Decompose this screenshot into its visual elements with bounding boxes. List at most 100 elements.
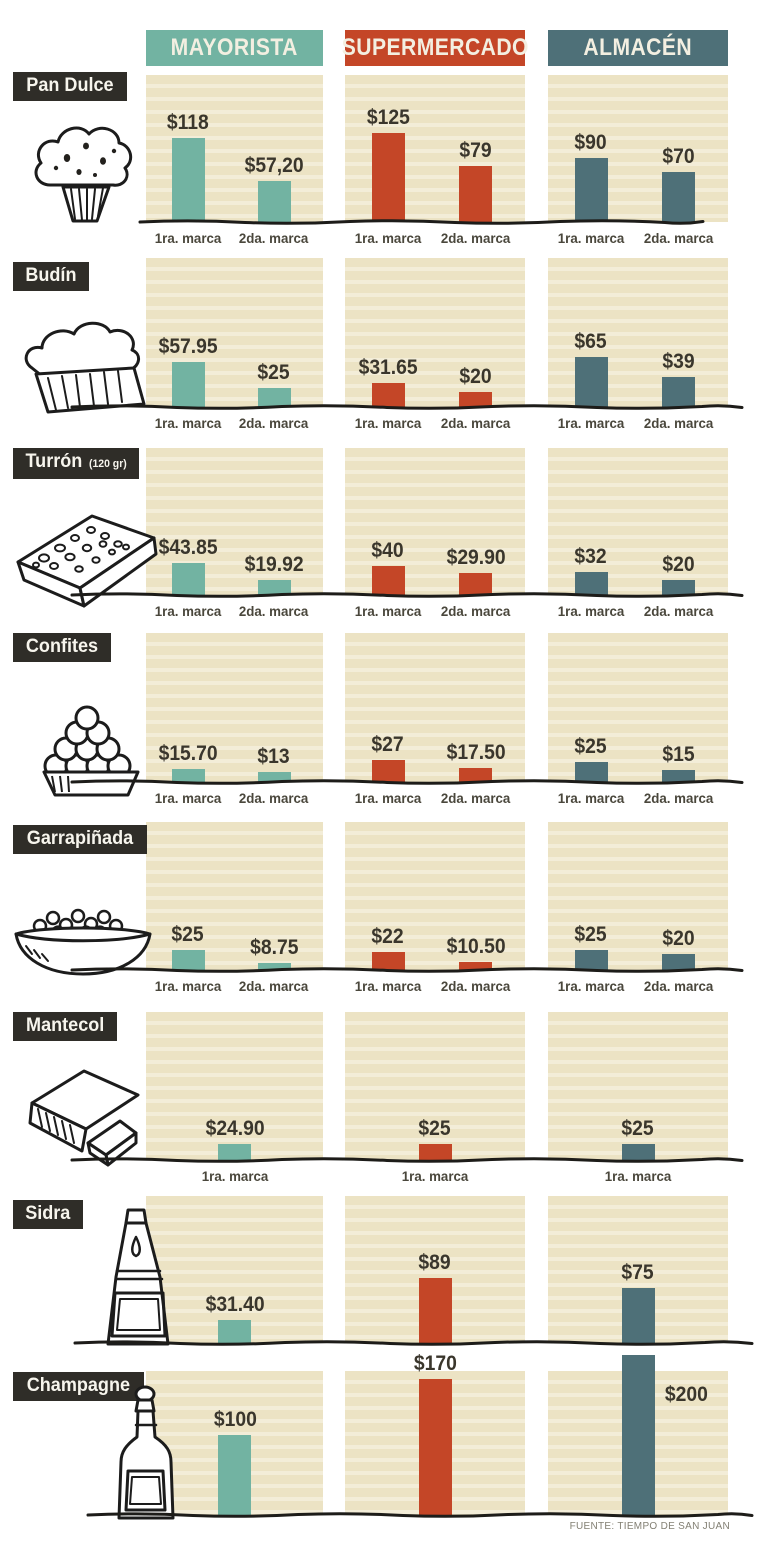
price-label-text: $65 xyxy=(574,330,608,353)
brand-label-text: 2da. marca xyxy=(441,790,511,806)
price-bar xyxy=(622,1288,655,1343)
price-label-text: $15.70 xyxy=(158,742,218,765)
brand-label-text: 1ra. marca xyxy=(557,603,625,619)
price-bar xyxy=(372,760,405,782)
price-label-text: $70 xyxy=(662,145,696,168)
brand-label: 1ra. marca xyxy=(531,415,651,431)
brand-label-text: 2da. marca xyxy=(644,230,714,246)
price-label-text: $125 xyxy=(366,106,410,129)
price-bar xyxy=(459,573,492,595)
product-badge-note: (120 gr) xyxy=(88,458,127,470)
price-label: $57,20 xyxy=(212,154,336,178)
price-label: $27 xyxy=(326,733,450,757)
price-label: $89 xyxy=(373,1251,497,1275)
brand-label: 2da. marca xyxy=(214,603,334,619)
price-panel xyxy=(345,1012,525,1160)
price-bar xyxy=(258,580,291,595)
product-badge-label: Pan Dulce xyxy=(26,75,114,96)
brand-label: 2da. marca xyxy=(214,978,334,994)
product-badge-sidra: Sidra xyxy=(13,1200,83,1229)
price-label-text: $118 xyxy=(167,111,209,134)
price-label: $24.90 xyxy=(173,1117,297,1141)
price-label-text: $8.75 xyxy=(249,936,299,959)
price-bar xyxy=(575,762,608,782)
price-label-text: $43.85 xyxy=(158,536,218,559)
brand-label-text: 1ra. marca xyxy=(354,603,422,619)
brand-label-text: 2da. marca xyxy=(239,230,309,246)
price-label-text: $57.95 xyxy=(158,335,218,358)
price-bar xyxy=(372,566,405,595)
price-label: $25 xyxy=(126,923,250,947)
price-bar xyxy=(372,383,405,407)
price-label: $39 xyxy=(617,350,741,374)
price-label: $31.40 xyxy=(173,1293,297,1317)
brand-label-text: 2da. marca xyxy=(644,603,714,619)
price-label: $25 xyxy=(373,1117,497,1141)
brand-label-text: 2da. marca xyxy=(239,978,309,994)
price-bar xyxy=(575,357,608,407)
brand-label: 1ra. marca xyxy=(531,603,651,619)
price-bar xyxy=(575,572,608,595)
price-label: $43.85 xyxy=(126,536,250,560)
brand-label: 2da. marca xyxy=(416,603,536,619)
price-bar xyxy=(662,580,695,595)
price-bar xyxy=(662,172,695,222)
column-header-almacen: ALMACÉN xyxy=(548,30,728,66)
brand-label-text: 2da. marca xyxy=(441,603,511,619)
brand-label-text: 2da. marca xyxy=(441,978,511,994)
price-label: $15.70 xyxy=(126,742,250,766)
price-label-text: $29.90 xyxy=(446,546,506,569)
brand-label: 2da. marca xyxy=(619,790,739,806)
price-label-text: $57,20 xyxy=(244,154,304,177)
brand-label: 2da. marca xyxy=(619,230,739,246)
brand-label: 1ra. marca xyxy=(328,978,448,994)
brand-label-text: 2da. marca xyxy=(644,790,714,806)
brand-label: 1ra. marca xyxy=(531,790,651,806)
brand-label: 1ra. marca xyxy=(375,1168,495,1184)
price-bar xyxy=(172,563,205,595)
budin-illustration xyxy=(12,302,152,427)
brand-label: 1ra. marca xyxy=(128,790,248,806)
price-bar xyxy=(172,362,205,407)
brand-label: 1ra. marca xyxy=(128,415,248,431)
price-label-text: $24.90 xyxy=(205,1117,265,1140)
brand-label-text: 1ra. marca xyxy=(154,603,222,619)
price-label: $13 xyxy=(212,745,336,769)
price-label: $20 xyxy=(617,927,741,951)
column-header-mayorista: MAYORISTA xyxy=(146,30,323,66)
price-label-text: $100 xyxy=(213,1408,257,1431)
price-panel xyxy=(146,1196,323,1343)
price-label: $57.95 xyxy=(126,335,250,359)
price-label-text: $170 xyxy=(413,1352,457,1375)
price-label: $118 xyxy=(126,111,250,135)
brand-label: 2da. marca xyxy=(214,230,334,246)
brand-label-text: 1ra. marca xyxy=(401,1168,469,1184)
mantecol-illustration xyxy=(18,1057,153,1175)
price-panel xyxy=(548,448,728,595)
price-label-text: $25 xyxy=(257,361,291,384)
price-bar xyxy=(575,158,608,222)
brand-label-text: 1ra. marca xyxy=(154,230,222,246)
product-badge-turron: Turrón (120 gr) xyxy=(13,448,139,479)
price-label-text: $22 xyxy=(371,925,405,948)
price-bar xyxy=(218,1435,251,1515)
price-bar xyxy=(372,133,405,222)
price-bar xyxy=(419,1144,452,1160)
price-label: $20 xyxy=(617,553,741,577)
confites-illustration xyxy=(32,692,150,797)
price-label-text: $13 xyxy=(257,745,291,768)
price-panel xyxy=(345,258,525,407)
price-bar xyxy=(218,1144,251,1160)
price-label: $32 xyxy=(529,545,653,569)
brand-label: 2da. marca xyxy=(416,790,536,806)
brand-label-text: 2da. marca xyxy=(239,415,309,431)
price-label-text: $25 xyxy=(574,923,608,946)
price-label: $22 xyxy=(326,925,450,949)
brand-label: 1ra. marca xyxy=(128,230,248,246)
price-label: $8.75 xyxy=(212,936,336,960)
price-bar xyxy=(172,138,205,222)
price-bar xyxy=(662,770,695,782)
price-label-text: $20 xyxy=(662,553,696,576)
price-bar xyxy=(662,954,695,970)
column-header-label: ALMACÉN xyxy=(583,34,693,61)
